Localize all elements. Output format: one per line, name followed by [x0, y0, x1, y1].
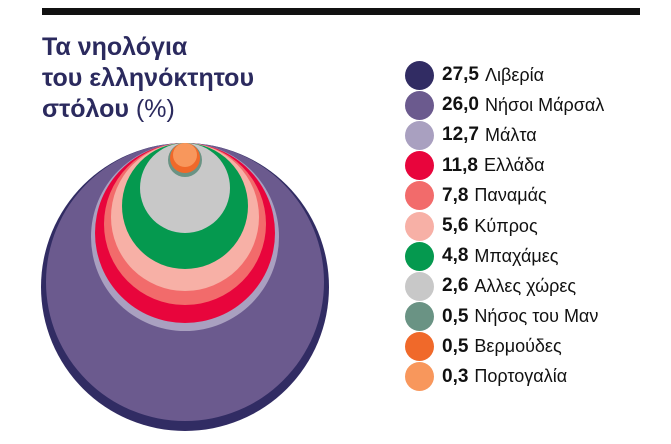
title-line-3: στόλου (%) — [42, 94, 254, 125]
legend-label: Βερμούδες — [474, 336, 562, 357]
legend-item: 27,5 Λιβερία — [405, 60, 604, 90]
legend-item: 7,8 Παναμάς — [405, 181, 604, 211]
legend-label: Παναμάς — [474, 185, 547, 206]
legend-label: Μπαχάμες — [474, 245, 559, 266]
legend-value: 5,6 — [442, 215, 469, 237]
legend-value: 2,6 — [442, 275, 469, 297]
legend-label: Κύπρος — [474, 215, 538, 236]
legend-item: 5,6 Κύπρος — [405, 211, 604, 241]
legend-item: 0,5 Βερμούδες — [405, 332, 604, 362]
legend-label: Λιβερία — [484, 64, 545, 85]
legend-swatch — [405, 181, 434, 211]
legend-value: 0,5 — [442, 335, 469, 357]
top-rule — [42, 8, 640, 15]
legend-item: 2,6 Αλλες χώρες — [405, 271, 604, 301]
legend-value: 0,5 — [442, 305, 469, 327]
legend-value: 0,3 — [442, 365, 469, 387]
legend-value: 11,8 — [442, 154, 478, 176]
chart-title: Τα νηολόγια του ελληνόκτητου στόλου (%) — [42, 32, 254, 125]
legend-label: Νήσος του Μαν — [474, 306, 599, 327]
legend-swatch — [405, 302, 434, 332]
legend-value: 26,0 — [442, 94, 479, 116]
title-line-3-text: στόλου — [42, 95, 129, 123]
legend-swatch — [405, 151, 434, 181]
legend-item: 0,3 Πορτογαλία — [405, 362, 604, 392]
legend-swatch — [405, 60, 434, 90]
circle-10 — [173, 143, 197, 167]
legend-swatch — [405, 211, 434, 241]
legend-item: 11,8 Ελλάδα — [405, 151, 604, 181]
title-unit: (%) — [135, 95, 175, 123]
legend-item: 26,0 Νήσοι Μάρσαλ — [405, 90, 604, 120]
title-line-2: του ελληνόκτητου — [42, 64, 254, 92]
legend-swatch — [405, 120, 434, 150]
legend-value: 7,8 — [442, 184, 469, 206]
legend-value: 12,7 — [442, 124, 479, 146]
legend-swatch — [405, 271, 434, 301]
legend-swatch — [405, 90, 434, 120]
legend: 27,5 Λιβερία 26,0 Νήσοι Μάρσαλ 12,7 Μάλτα 11,8… — [405, 60, 604, 392]
circle-7 — [140, 143, 230, 233]
title-line-1: Τα νηολόγια — [42, 33, 188, 61]
legend-item: 4,8 Μπαχάμες — [405, 241, 604, 271]
legend-swatch — [405, 362, 434, 392]
legend-value: 4,8 — [442, 245, 469, 267]
legend-label: Μάλτα — [484, 124, 537, 145]
legend-swatch — [405, 241, 434, 271]
legend-label: Πορτογαλία — [474, 366, 568, 387]
legend-value: 27,5 — [442, 64, 479, 86]
legend-label: Αλλες χώρες — [474, 275, 577, 296]
legend-swatch — [405, 332, 434, 362]
legend-item: 0,5 Νήσος του Μαν — [405, 302, 604, 332]
legend-item: 12,7 Μάλτα — [405, 120, 604, 150]
legend-label: Ελλάδα — [483, 155, 545, 176]
legend-label: Νήσοι Μάρσαλ — [484, 94, 605, 115]
